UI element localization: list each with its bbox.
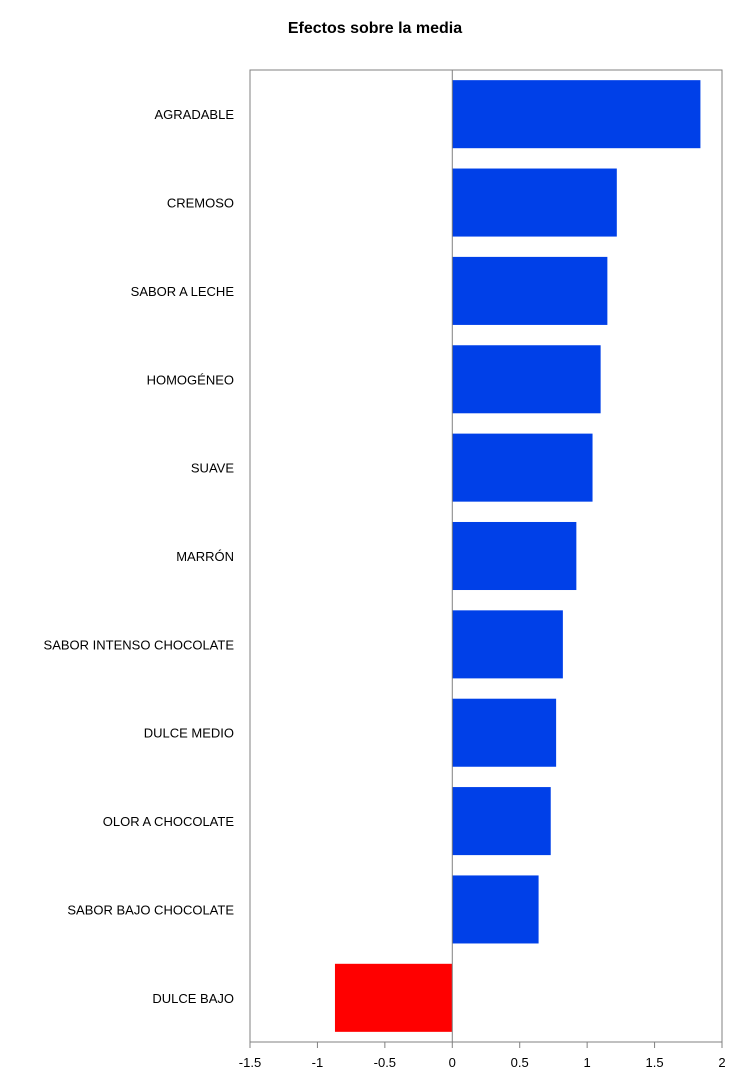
category-labels: AGRADABLE CREMOSO SABOR A LECHE HOMOGÉNEO SU…	[44, 107, 235, 1006]
category-label: DULCE MEDIO	[144, 726, 234, 741]
bar	[452, 787, 551, 856]
bar	[452, 875, 539, 944]
bar	[334, 963, 453, 1032]
category-label: SABOR A LECHE	[131, 284, 235, 299]
bar	[452, 698, 557, 767]
bar	[452, 168, 617, 237]
x-tick-label: -0.5	[374, 1055, 396, 1070]
category-label: AGRADABLE	[155, 107, 235, 122]
bar	[452, 80, 701, 149]
bar	[452, 256, 608, 325]
bar	[452, 345, 601, 414]
bar	[452, 610, 563, 679]
x-tick-label: 1.5	[646, 1055, 664, 1070]
chart-title: Efectos sobre la media	[288, 20, 462, 37]
bar	[452, 521, 577, 591]
x-tick-label: 0.5	[511, 1055, 529, 1070]
x-tick-label: -1.5	[239, 1055, 261, 1070]
category-label: CREMOSO	[167, 196, 234, 211]
category-label: OLOR A CHOCOLATE	[103, 814, 235, 829]
bar	[452, 433, 593, 502]
x-tick-label: 0	[449, 1055, 456, 1070]
category-label: MARRÓN	[176, 549, 234, 564]
category-label: SABOR BAJO CHOCOLATE	[67, 902, 234, 917]
x-tick-label: 1	[584, 1055, 591, 1070]
plot-area-border	[249, 69, 723, 1043]
x-tick-label: -1	[312, 1055, 324, 1070]
category-label: SUAVE	[191, 461, 234, 476]
x-tick-label: 2	[718, 1055, 725, 1070]
x-axis: -1.5 -1 -0.5 0 0.5 1 1.5 2	[239, 70, 726, 1070]
bars-group	[334, 80, 701, 1032]
category-label: DULCE BAJO	[152, 991, 234, 1006]
category-label: HOMOGÉNEO	[147, 372, 234, 387]
category-label: SABOR INTENSO CHOCOLATE	[44, 637, 235, 652]
